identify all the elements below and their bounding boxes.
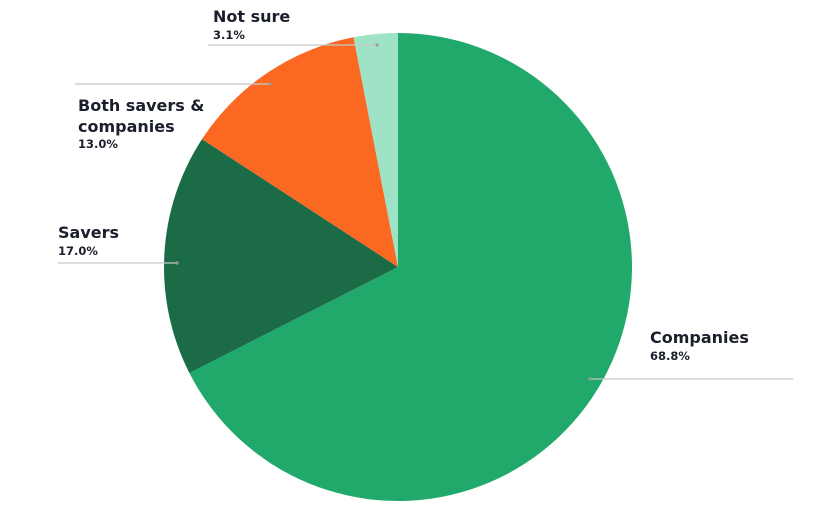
leader-lines [58,43,793,381]
label-both-value: 13.0% [78,137,118,151]
label-not-sure-value: 3.1% [213,28,245,42]
slice-companies [189,33,632,502]
label-not-sure-name: Not sure [213,7,290,26]
leader-dot-both-savers-companies [268,82,272,86]
label-both-name-line2: companies [78,117,175,136]
label-both-name-line1: Both savers & [78,96,204,115]
pie-slices [163,33,632,502]
label-both: Both savers & companies 13.0% [78,96,204,151]
leader-dot-companies [588,377,592,381]
leader-dot-not-sure [375,43,379,47]
label-companies-name: Companies [650,328,749,347]
slice-both-savers-companies [202,37,398,268]
label-savers-value: 17.0% [58,244,98,258]
label-companies: Companies 68.8% [650,328,749,363]
slice-not-sure [353,33,398,267]
slice-savers [163,139,398,374]
leader-dot-savers [175,261,179,265]
label-savers: Savers 17.0% [58,223,119,258]
label-not-sure: Not sure 3.1% [213,7,290,42]
label-companies-value: 68.8% [650,349,690,363]
label-savers-name: Savers [58,223,119,242]
